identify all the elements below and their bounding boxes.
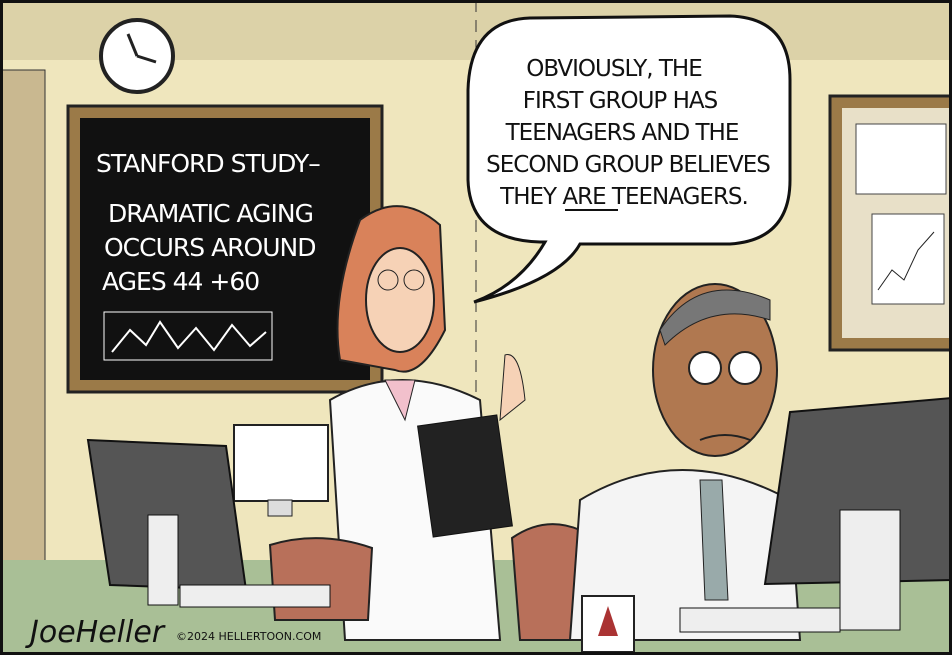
clock <box>101 20 173 92</box>
copyright: ©2024 HELLERTOON.COM <box>176 630 321 643</box>
chalk-text: OCCURS AROUND <box>104 233 315 262</box>
bubble-text: FIRST GROUP HAS <box>523 88 718 114</box>
cartoon: STANFORD STUDY– DRAMATIC AGING OCCURS AR… <box>0 0 952 655</box>
bubble-text: TEENAGERS AND THE <box>505 120 739 146</box>
mug <box>582 596 634 652</box>
door <box>0 70 45 610</box>
chalk-text: STANFORD STUDY– <box>96 149 320 178</box>
signature: JoeHeller <box>25 615 166 650</box>
chair <box>270 538 372 620</box>
chalk-text: DRAMATIC AGING <box>108 199 313 228</box>
bubble-text: OBVIOUSLY, THE <box>526 56 702 82</box>
bubble-text: THEY ARE TEENAGERS. <box>499 184 748 210</box>
chalk-text: AGES 44 +60 <box>102 267 259 296</box>
wall-chart <box>830 96 952 350</box>
bubble-text: SECOND GROUP BELIEVES <box>486 152 770 178</box>
